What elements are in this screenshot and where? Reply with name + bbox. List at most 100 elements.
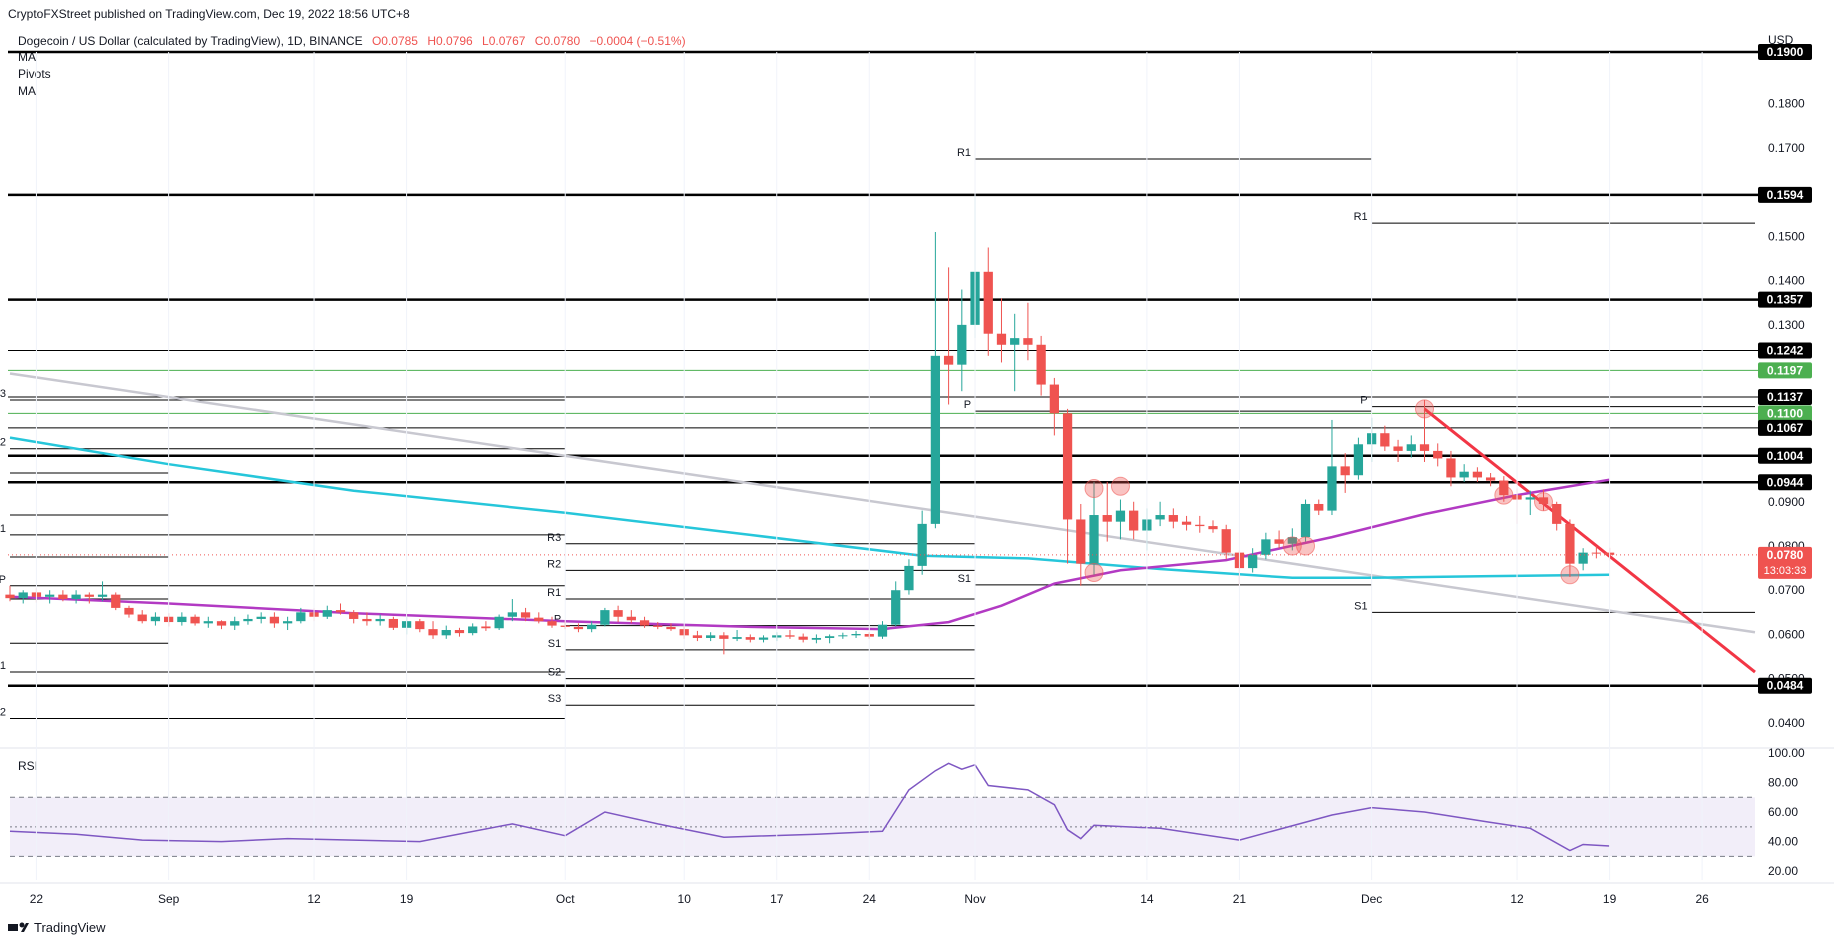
candle-body: [1552, 503, 1562, 524]
pivot-label-s2: S2: [548, 667, 561, 679]
indicator-label-ma-1[interactable]: MA: [18, 50, 36, 64]
candle-body: [1181, 521, 1192, 525]
candle-body: [1049, 384, 1059, 414]
candle: [454, 627, 465, 637]
level-label-box: [1758, 388, 1812, 405]
candle: [943, 267, 954, 405]
candle: [1314, 499, 1324, 516]
highlight-marker: [1084, 563, 1104, 583]
candle: [653, 622, 663, 630]
candle-body: [322, 610, 332, 617]
candle-body: [1433, 450, 1443, 459]
time-tick-label: 14: [1140, 892, 1154, 906]
candle: [785, 630, 795, 639]
candle-body: [71, 594, 81, 600]
candle: [428, 621, 438, 639]
candle: [1446, 450, 1456, 487]
candle: [137, 610, 147, 624]
level-label-box: [1758, 44, 1812, 60]
pivot-label-p: P: [1360, 395, 1367, 407]
rsi-tick-label: 60.00: [1768, 805, 1798, 819]
candle-body: [282, 621, 293, 624]
candle: [732, 630, 742, 642]
candle-body: [534, 617, 544, 622]
candle: [415, 618, 425, 633]
candle-body: [5, 594, 15, 599]
price-tick-label: 0.0700: [1768, 583, 1805, 597]
candle-body: [1472, 471, 1483, 478]
pivot-label-r1: R1: [1354, 211, 1368, 223]
candle: [1115, 499, 1126, 540]
candle-body: [1446, 458, 1456, 478]
trendline-grey[interactable]: [9, 372, 1756, 634]
candle-body: [124, 607, 134, 615]
candle: [904, 559, 914, 595]
candle: [468, 623, 478, 636]
candle: [71, 590, 81, 604]
candle: [824, 634, 835, 644]
time-tick-label: 19: [1603, 892, 1617, 906]
candle: [1393, 439, 1403, 462]
level-label-box: [1758, 291, 1812, 308]
candle: [203, 616, 213, 628]
level-label-0.1242: 0.1242: [1767, 344, 1804, 358]
candle: [1195, 515, 1205, 533]
candle-body: [150, 616, 161, 622]
candle: [45, 590, 55, 604]
candle: [1485, 473, 1496, 487]
time-tick-label: 12: [307, 892, 321, 906]
indicator-label-pivots[interactable]: Pivots: [18, 67, 51, 81]
rsi-pane: [9, 762, 1755, 857]
candle: [18, 590, 28, 604]
candle-body: [639, 620, 650, 626]
candle-body: [1023, 338, 1033, 345]
symbol-line: Dogecoin / US Dollar (calculated by Trad…: [18, 34, 686, 48]
candle-body: [1115, 510, 1126, 522]
highlight-marker: [1084, 478, 1104, 498]
candle-body: [1406, 444, 1416, 451]
indicator-label-ma-2[interactable]: MA: [18, 84, 36, 98]
highlight-marker: [1110, 476, 1130, 496]
candle: [1353, 437, 1364, 480]
candle-body: [1168, 515, 1178, 522]
candle-body: [798, 636, 808, 640]
candle-body: [573, 626, 584, 630]
tradingview-logo-icon: [8, 922, 29, 932]
candle-body: [917, 523, 927, 566]
level-label-0.0944: 0.0944: [1767, 475, 1804, 489]
candle-body: [930, 355, 941, 524]
candle: [957, 289, 967, 392]
candle-body: [1062, 413, 1073, 520]
candle: [1155, 501, 1165, 527]
candle: [520, 607, 531, 622]
candle-body: [1010, 338, 1020, 345]
candle-body: [1353, 444, 1364, 476]
pivot-label-r2: R2: [547, 558, 561, 570]
time-axis[interactable]: 22 Sep 12 19 Oct 10 17 24 Nov 14 21 Dec 12 19 26: [30, 52, 1709, 906]
level-label-box: [1758, 447, 1812, 464]
candle: [1129, 501, 1139, 540]
candle-body: [1261, 539, 1271, 555]
candle: [282, 616, 293, 631]
level-label-0.1067: 0.1067: [1767, 421, 1804, 435]
level-label-0.1100: 0.1100: [1767, 406, 1803, 420]
candle-body: [547, 621, 557, 626]
trendline-red[interactable]: [1423, 407, 1756, 674]
last-price-label: 0.0780: [1767, 548, 1804, 562]
candle-body: [1459, 471, 1469, 478]
candle-body: [1565, 523, 1575, 564]
price-tick-label: 0.0400: [1768, 716, 1805, 730]
candle: [58, 590, 68, 602]
candle: [111, 592, 121, 611]
candle: [388, 616, 398, 631]
candle-body: [1221, 529, 1231, 553]
pivot-label-s1: S1: [0, 660, 6, 672]
candle-body: [177, 616, 187, 623]
candle: [811, 634, 822, 644]
price-tick-label: 0.1300: [1768, 318, 1805, 332]
candle-body: [851, 633, 861, 636]
candle-body: [388, 618, 398, 628]
candle: [1049, 377, 1059, 436]
trendlines: [9, 372, 1756, 674]
